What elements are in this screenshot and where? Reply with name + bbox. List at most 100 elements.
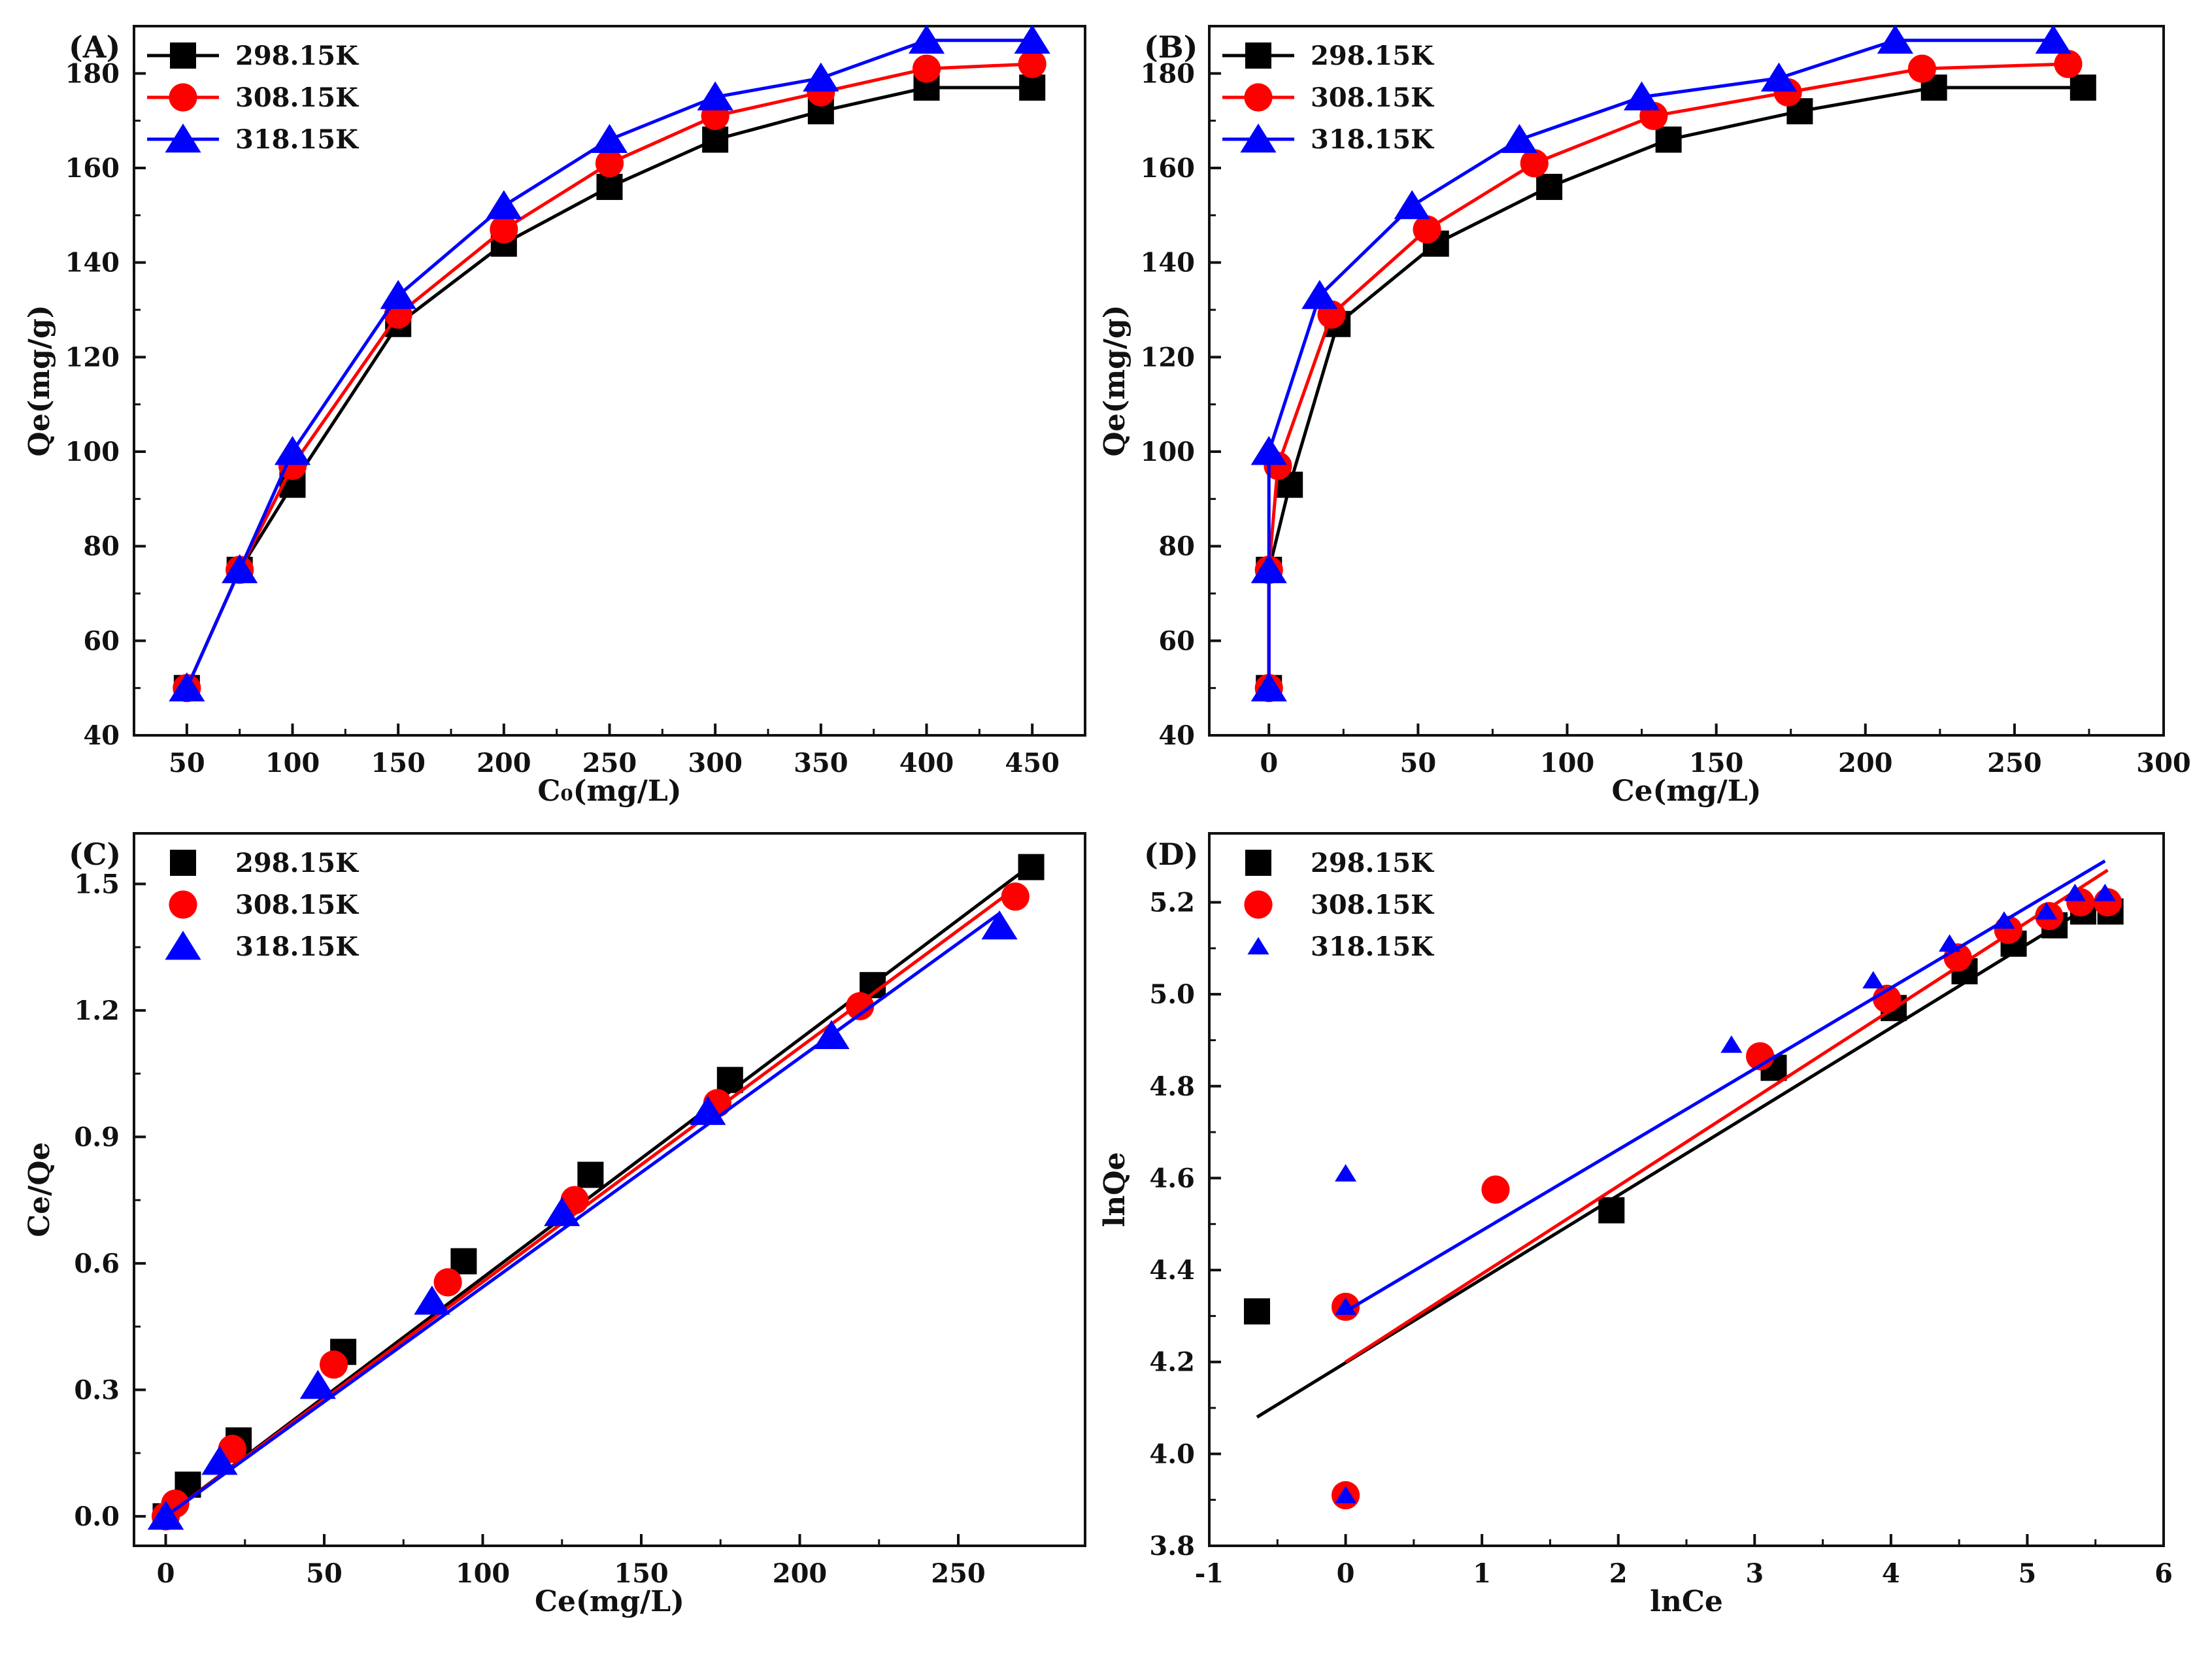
series-318.15K	[147, 910, 1018, 1530]
legend-marker	[169, 890, 197, 919]
data-point	[2094, 884, 2116, 901]
x-tick-label: 400	[899, 748, 954, 778]
legend-marker	[169, 83, 197, 112]
data-point	[1760, 62, 1798, 92]
y-tick-label: 160	[65, 153, 120, 184]
data-point	[1335, 1486, 1357, 1503]
x-axis-label: Ce(mg/L)	[535, 1585, 684, 1618]
x-tick-label: 5	[2019, 1558, 2037, 1589]
data-point	[702, 126, 729, 153]
chart-panel-2: 0 50 100 150 200 250 0.0 0.3 0.6 0.9 1.2 1.5 Ce(mg/L…	[23, 832, 1086, 1618]
y-tick-label: 4.8	[1149, 1071, 1195, 1102]
data-point	[1018, 854, 1045, 880]
series-318.15K	[1335, 860, 2116, 1503]
data-point	[1335, 1163, 1357, 1182]
x-tick-label: 50	[169, 748, 205, 778]
legend-label: 318.15K	[235, 124, 359, 155]
data-point	[450, 1248, 477, 1275]
series-line	[1267, 39, 2054, 688]
x-tick-label: 150	[614, 1558, 669, 1589]
data-point	[1720, 1035, 1743, 1053]
data-point	[803, 62, 839, 92]
legend-label: 318.15K	[1311, 124, 1434, 155]
y-tick-label: 40	[1158, 720, 1195, 751]
legend-label: 298.15K	[1311, 41, 1434, 71]
panel-label: (B)	[1144, 29, 1198, 65]
y-tick-label: 4.0	[1149, 1439, 1195, 1469]
data-point	[912, 54, 941, 83]
x-tick-label: 250	[582, 748, 637, 778]
x-tick-label: 250	[931, 1558, 986, 1589]
y-tick-label: 60	[1158, 626, 1195, 656]
legend-label: 318.15K	[235, 931, 359, 962]
legend-marker	[170, 850, 196, 876]
data-point	[380, 280, 416, 309]
y-tick-label: 180	[1141, 58, 1196, 89]
data-point	[1250, 436, 1287, 465]
data-point	[690, 1095, 726, 1126]
series-line	[185, 62, 1033, 689]
x-axis-label: lnCe	[1650, 1585, 1723, 1618]
data-point	[2054, 50, 2083, 78]
data-point	[544, 1197, 580, 1226]
data-point	[201, 1446, 238, 1475]
data-point	[1014, 24, 1050, 54]
legend-marker	[165, 931, 201, 960]
legend-marker	[1247, 937, 1269, 955]
data-point	[433, 1268, 462, 1297]
y-tick-label: 140	[1141, 248, 1196, 278]
y-tick-label: 0.3	[74, 1375, 120, 1405]
data-point	[577, 1161, 604, 1188]
legend-marker	[1245, 850, 1271, 876]
series-318.15K	[1250, 24, 2071, 702]
data-point	[1623, 81, 1660, 110]
data-point	[1938, 934, 1961, 952]
y-axis-label: Qe(mg/g)	[23, 305, 56, 456]
data-point	[486, 190, 522, 220]
data-point	[1018, 50, 1047, 78]
x-tick-label: 6	[2154, 1558, 2173, 1589]
x-tick-label: 200	[773, 1558, 828, 1589]
fit-line	[1345, 860, 2106, 1313]
panel-label: (D)	[1144, 837, 1198, 872]
data-point	[1001, 882, 1030, 911]
plot-frame	[1208, 25, 2165, 737]
data-point	[414, 1285, 450, 1315]
data-point	[1481, 1175, 1510, 1204]
series-318.15K	[169, 24, 1050, 702]
data-point	[1862, 971, 1885, 989]
y-tick-label: 80	[83, 531, 120, 562]
x-tick-label: 0	[1260, 748, 1278, 778]
series-298.15K	[1256, 75, 2096, 701]
fit-line	[1256, 892, 2111, 1419]
y-tick-label: 60	[83, 626, 120, 656]
data-point	[169, 672, 205, 702]
series-line	[185, 39, 1033, 689]
y-tick-label: 180	[65, 58, 120, 89]
legend-label: 308.15K	[235, 890, 359, 920]
x-axis-label: Ce(mg/L)	[1612, 775, 1762, 808]
x-tick-label: -1	[1195, 1558, 1224, 1589]
legend-marker	[170, 42, 196, 69]
data-point	[2070, 75, 2096, 101]
y-tick-label: 40	[83, 720, 120, 751]
y-tick-label: 140	[65, 248, 120, 278]
legend-label: 318.15K	[1311, 931, 1434, 962]
y-tick-label: 0.9	[74, 1122, 120, 1152]
x-tick-label: 100	[265, 748, 320, 778]
data-point	[2036, 902, 2058, 920]
data-point	[846, 992, 875, 1021]
data-point	[813, 1020, 850, 1049]
x-tick-label: 200	[477, 748, 531, 778]
y-tick-label: 0.6	[74, 1248, 120, 1279]
y-tick-label: 3.8	[1149, 1531, 1195, 1561]
data-point	[319, 1350, 348, 1379]
data-point	[222, 554, 258, 584]
fit-line	[165, 912, 1001, 1518]
x-tick-label: 0	[1337, 1558, 1355, 1589]
data-point	[299, 1369, 336, 1399]
chart-panel-0: 50 100 150 200 250 300 350 400 450 40 60 80 100 120 14…	[23, 24, 1086, 808]
legend-label: 308.15K	[1311, 890, 1434, 920]
data-point	[1019, 75, 1046, 101]
x-tick-label: 150	[371, 748, 426, 778]
